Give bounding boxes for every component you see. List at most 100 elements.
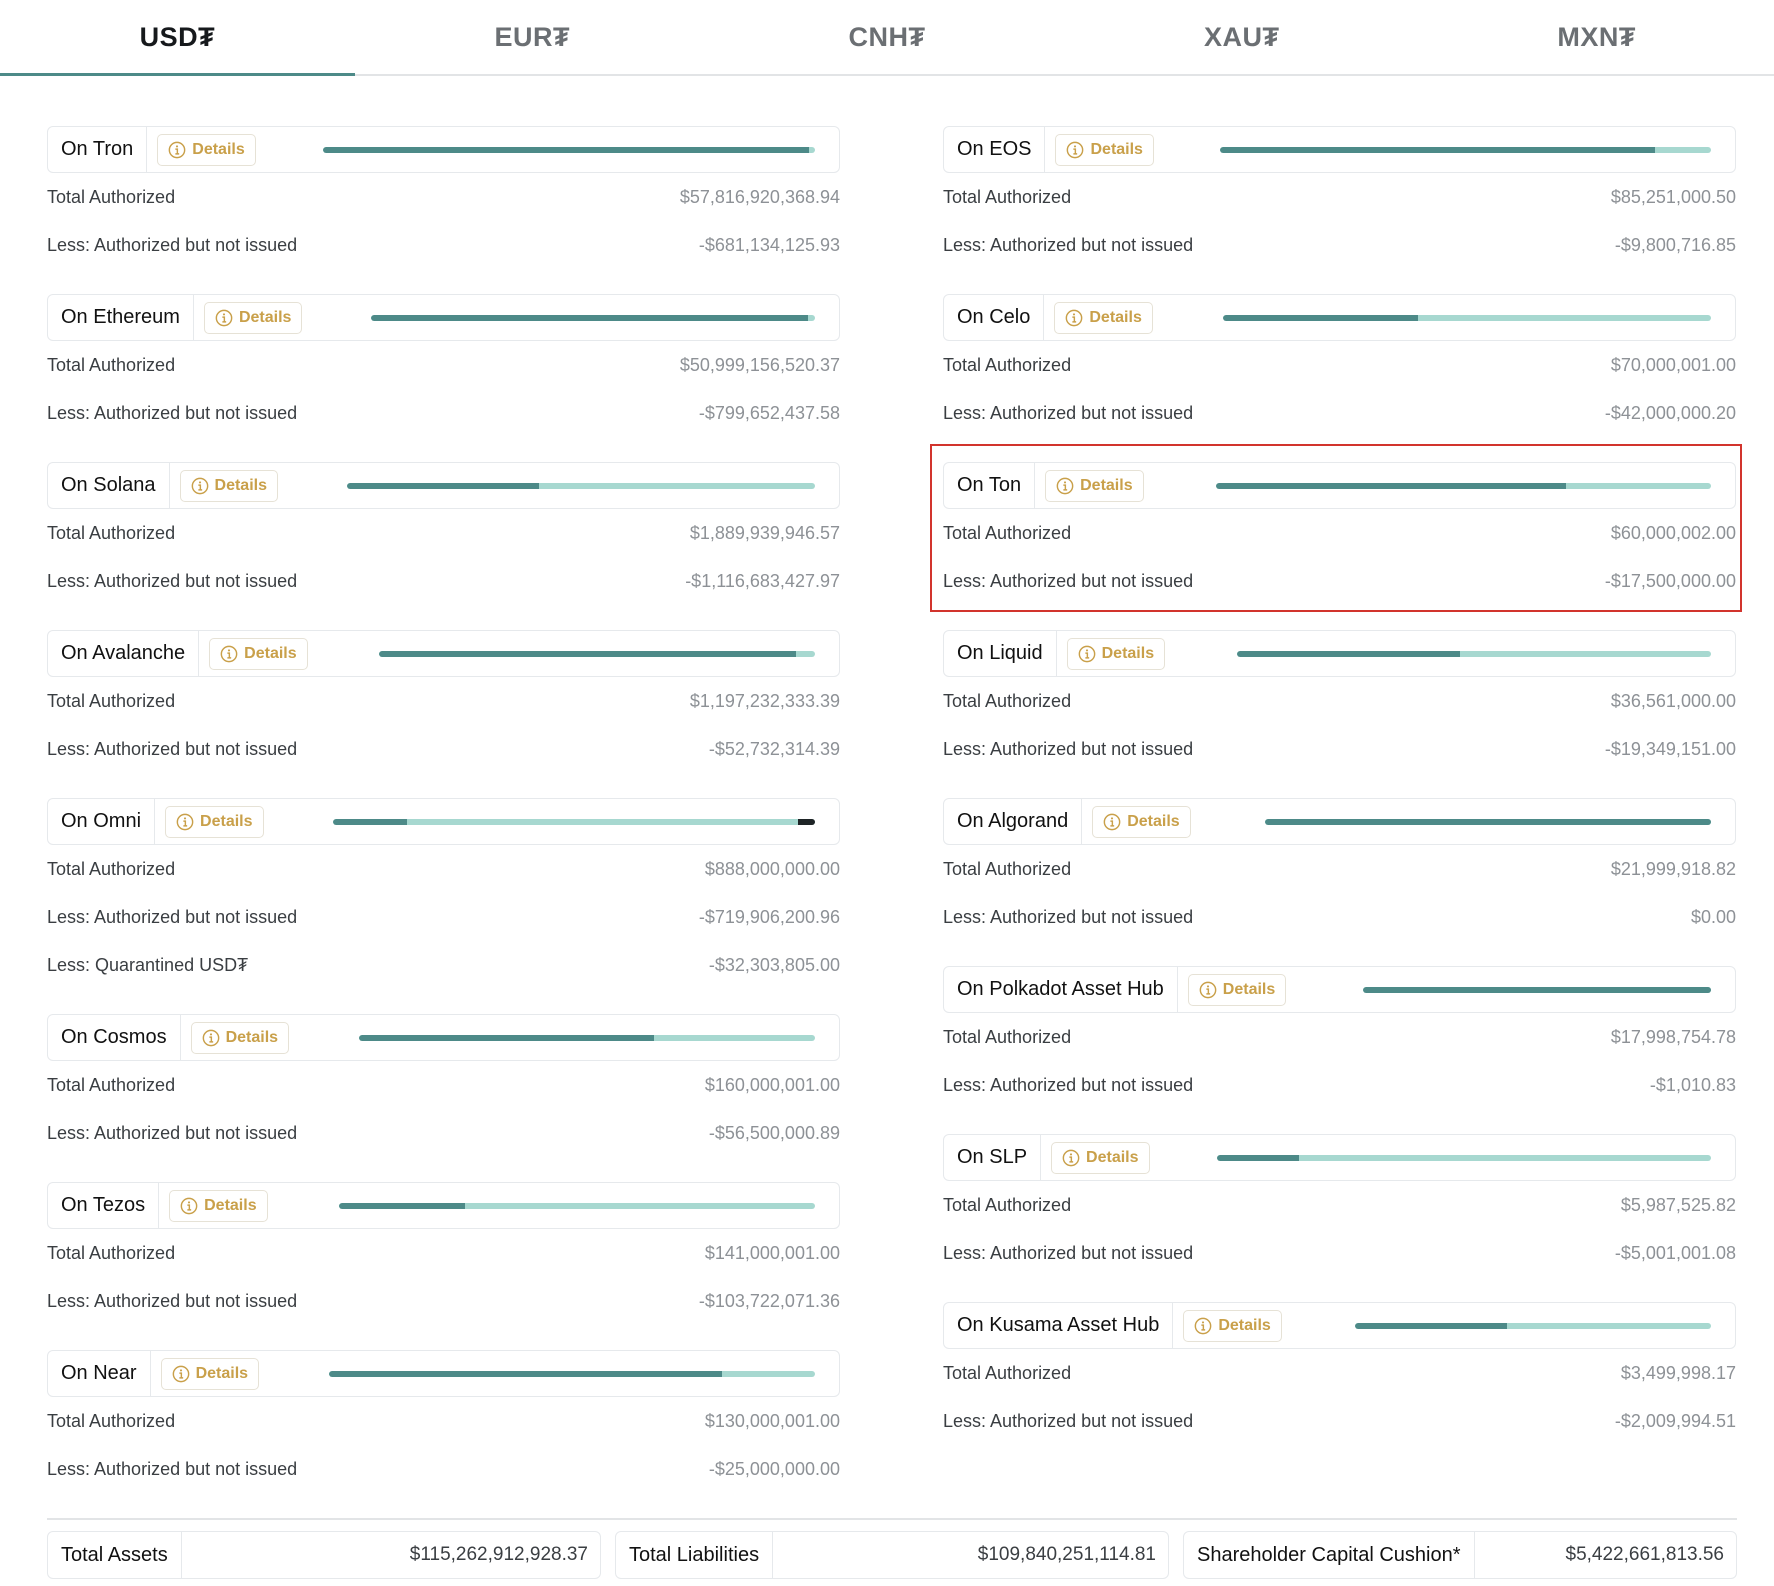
info-icon — [1194, 1317, 1212, 1334]
details-button[interactable]: Details — [1183, 1309, 1282, 1342]
details-button[interactable]: Details — [1066, 637, 1166, 670]
totals-bar: Total Assets $115,262,912,928.37 Total Lia… — [47, 1531, 1737, 1579]
issuance-bar — [1363, 986, 1711, 993]
details-button[interactable]: Details — [203, 301, 303, 334]
row-label: Less: Authorized but not issued — [47, 1122, 298, 1143]
issuance-bar-area — [312, 295, 839, 340]
row-value: -$1,116,683,427.97 — [685, 570, 840, 591]
issuance-bar-area — [318, 631, 839, 676]
issuance-bar-area — [274, 799, 840, 844]
row-value: $36,561,000.00 — [1610, 690, 1736, 711]
total-value: $115,262,912,928.37 — [409, 1544, 588, 1565]
issuance-bar-area — [1154, 463, 1735, 508]
value-row: Total Authorized $60,000,002.00 — [943, 509, 1736, 557]
chain-block: On Liquid Details Total Authorized $36,561,… — [943, 630, 1736, 798]
chain-name: On Ton — [944, 463, 1036, 508]
issued-fill — [333, 818, 408, 825]
info-icon — [1078, 645, 1095, 662]
row-label: Less: Authorized but not issued — [47, 234, 298, 255]
issuance-bar — [1237, 650, 1711, 657]
tab-2[interactable]: CNH₮ — [848, 21, 926, 52]
info-icon — [168, 141, 186, 158]
info-icon — [202, 1029, 219, 1046]
value-row: Less: Authorized but not issued -$799,652… — [47, 389, 840, 437]
chain-name: On Cosmos — [48, 1015, 181, 1060]
value-row: Total Authorized $50,999,156,520.37 — [47, 341, 840, 389]
chain-block: On Celo Details Total Authorized $70,000,00… — [943, 294, 1736, 462]
issued-fill — [339, 1202, 465, 1209]
row-value: $1,889,939,946.57 — [689, 522, 840, 543]
issuance-bar-area — [278, 1183, 839, 1228]
details-button[interactable]: Details — [1055, 133, 1154, 166]
row-value: -$5,001,001.08 — [1614, 1242, 1736, 1263]
value-row: Less: Authorized but not issued -$103,722… — [47, 1277, 840, 1325]
value-row: Total Authorized $85,251,000.50 — [943, 173, 1736, 221]
row-label: Less: Authorized but not issued — [47, 1290, 298, 1311]
details-label: Details — [1127, 812, 1180, 830]
details-button[interactable]: Details — [157, 133, 256, 166]
chain-block: On Avalanche Details Total Authorized $1,19… — [47, 630, 840, 798]
details-wrapper: Details — [1173, 1303, 1291, 1348]
row-label: Less: Authorized but not issued — [943, 738, 1194, 759]
details-label: Details — [200, 812, 253, 830]
details-label: Details — [195, 1364, 249, 1382]
details-button[interactable]: Details — [1187, 973, 1287, 1006]
details-button[interactable]: Details — [165, 805, 264, 838]
row-value: $5,987,525.82 — [1620, 1194, 1736, 1215]
chain-header: On Tezos Details — [47, 1182, 840, 1229]
details-button[interactable]: Details — [1051, 1141, 1150, 1174]
value-row: Total Authorized $130,000,001.00 — [47, 1397, 840, 1445]
row-value: -$2,009,994.51 — [1614, 1410, 1736, 1431]
tab-1[interactable]: EUR₮ — [494, 21, 570, 52]
chain-block: On Kusama Asset Hub Details Total Authoriz… — [943, 1302, 1736, 1470]
issuance-bar — [1223, 314, 1711, 321]
chain-header: On EOS Details — [943, 126, 1736, 173]
row-label: Total Authorized — [47, 522, 176, 543]
row-value: $3,499,998.17 — [1620, 1362, 1736, 1383]
row-label: Less: Authorized but not issued — [47, 906, 298, 927]
chain-header: On Omni Details — [47, 798, 840, 845]
tab-3[interactable]: XAU₮ — [1204, 21, 1280, 52]
row-value: -$17,500,000.00 — [1604, 570, 1736, 591]
details-button[interactable]: Details — [179, 469, 278, 502]
details-button[interactable]: Details — [1092, 805, 1191, 838]
row-value: $57,816,920,368.94 — [679, 186, 840, 207]
issuance-bar-area — [1163, 295, 1735, 340]
details-label: Details — [1101, 644, 1155, 662]
details-button[interactable]: Details — [190, 1021, 290, 1054]
chain-name: On Algorand — [944, 799, 1083, 844]
details-button[interactable]: Details — [169, 1189, 268, 1222]
details-wrapper: Details — [199, 631, 317, 676]
tab-4[interactable]: MXN₮ — [1557, 21, 1636, 52]
value-row: Total Authorized $5,987,525.82 — [943, 1181, 1736, 1229]
details-button[interactable]: Details — [1054, 301, 1153, 334]
totals-divider — [47, 1518, 1737, 1520]
details-label: Details — [1222, 980, 1276, 998]
tab-0[interactable]: USD₮ — [0, 0, 355, 76]
issuance-bar-area — [1175, 631, 1735, 676]
issued-fill — [1220, 146, 1655, 153]
details-button[interactable]: Details — [209, 637, 308, 670]
details-label: Details — [238, 308, 292, 326]
info-icon — [1056, 477, 1074, 494]
chain-header: On Near Details — [47, 1350, 840, 1397]
chain-header: On Liquid Details — [943, 630, 1736, 677]
issuance-bar-area — [1296, 967, 1735, 1012]
currency-tabs: USD₮ EUR₮ CNH₮ XAU₮ MXN₮ — [0, 0, 1774, 76]
chain-header: On Tron Details — [47, 126, 840, 173]
details-wrapper: Details — [1035, 463, 1153, 508]
details-label: Details — [1086, 1148, 1139, 1166]
details-button[interactable]: Details — [1045, 469, 1144, 502]
details-wrapper: Details — [155, 799, 273, 844]
details-label: Details — [1218, 1316, 1271, 1334]
right-chain-column: On EOS Details Total Authorized $85,251,000… — [943, 126, 1736, 1470]
value-row: Less: Authorized but not issued -$17,500,… — [943, 557, 1736, 605]
chain-name: On Tron — [48, 127, 148, 172]
chain-name: On Liquid — [944, 631, 1057, 676]
chain-block: On Ton Details Total Authorized $60,000,002… — [943, 462, 1736, 630]
issued-fill — [359, 1034, 655, 1041]
info-icon — [172, 1365, 189, 1382]
value-row: Less: Authorized but not issued $0.00 — [943, 893, 1736, 941]
info-icon — [1199, 981, 1217, 998]
details-button[interactable]: Details — [160, 1357, 260, 1390]
